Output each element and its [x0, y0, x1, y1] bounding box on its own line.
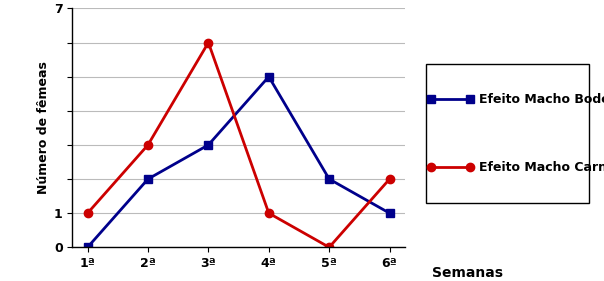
Line: Efeito Macho Bode: Efeito Macho Bode: [83, 72, 394, 251]
Efeito Macho Carneiro: [386, 177, 393, 181]
Efeito Macho Bode: [326, 177, 333, 181]
Text: Efeito Macho Carneiro: Efeito Macho Carneiro: [478, 161, 604, 174]
Line: Efeito Macho Carneiro: Efeito Macho Carneiro: [83, 38, 394, 251]
Efeito Macho Bode: [386, 212, 393, 215]
Efeito Macho Bode: [144, 177, 152, 181]
Efeito Macho Bode: [205, 143, 212, 147]
Text: Efeito Macho Bode: Efeito Macho Bode: [478, 93, 604, 106]
Efeito Macho Carneiro: [205, 41, 212, 44]
Efeito Macho Bode: [84, 246, 91, 249]
Efeito Macho Carneiro: [84, 212, 91, 215]
Y-axis label: Número de fêmeas: Número de fêmeas: [37, 62, 50, 194]
Efeito Macho Carneiro: [144, 143, 152, 147]
Efeito Macho Bode: [265, 75, 272, 78]
FancyBboxPatch shape: [426, 64, 588, 203]
Efeito Macho Carneiro: [265, 212, 272, 215]
Text: Semanas: Semanas: [432, 266, 503, 280]
Efeito Macho Carneiro: [326, 246, 333, 249]
